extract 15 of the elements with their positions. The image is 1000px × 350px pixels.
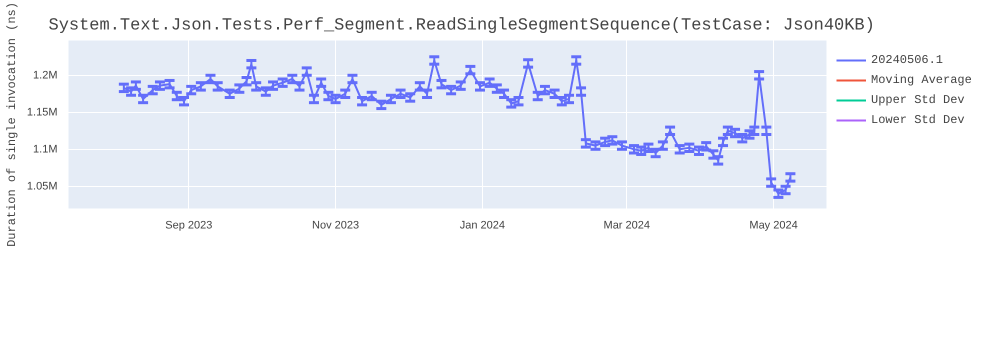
x-tick-label: Mar 2024 [604,220,650,232]
legend-label: 20240506.1 [871,53,944,67]
legend-label: Lower Std Dev [871,113,965,127]
legend-label: Moving Average [871,73,972,87]
legend-label: Upper Std Dev [871,93,965,107]
y-tick-label: 1.1M [33,143,58,156]
y-tick-label: 1.15M [26,106,58,118]
x-tick-label: Jan 2024 [460,220,506,232]
y-tick-label: 1.2M [33,69,58,82]
y-axis-title: Duration of single invocation (ns) [4,2,19,247]
x-tick-label: May 2024 [749,220,798,232]
x-tick-label: Nov 2023 [312,220,360,232]
x-tick-label: Sep 2023 [165,220,212,232]
chart-title: System.Text.Json.Tests.Perf_Segment.ReadSingleSegmentSequence(TestCase: Json40KB) [48,16,875,36]
y-tick-label: 1.05M [26,180,58,192]
